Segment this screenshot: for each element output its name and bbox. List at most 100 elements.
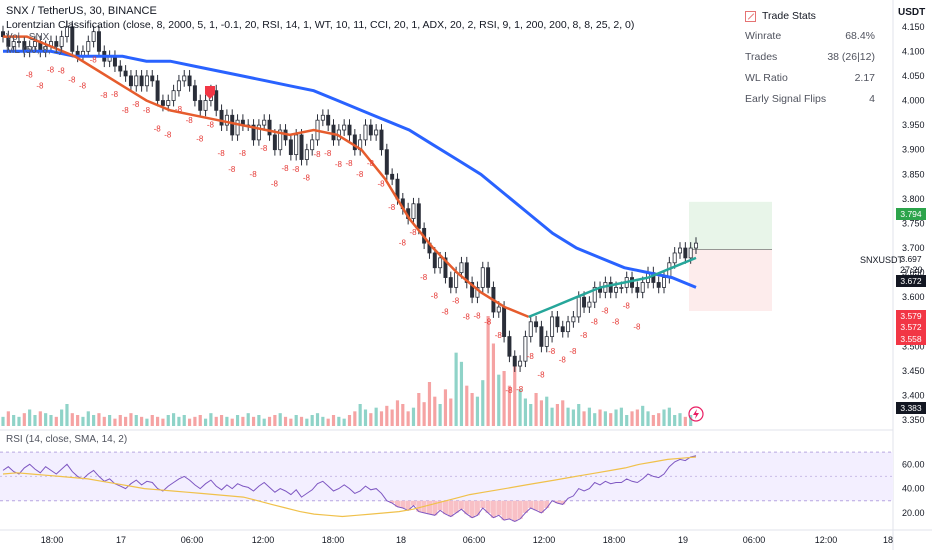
candle-body [640, 282, 645, 293]
prediction-label: -8 [420, 273, 428, 282]
volume-bar [539, 400, 543, 426]
volume-bar [406, 411, 410, 426]
candle-body [224, 114, 229, 126]
candle-body [390, 173, 395, 180]
trade-stats-title: Trade Stats [762, 10, 816, 22]
volume-bar [614, 409, 618, 426]
volume-bar [678, 413, 682, 426]
volume-bar [443, 389, 448, 426]
price-tag-bg [896, 208, 926, 220]
volume-label[interactable]: Vol · SNX [6, 32, 50, 43]
price-tag: 3.558 [896, 333, 926, 345]
prediction-label: -8 [559, 356, 567, 365]
volume-bar [385, 405, 389, 426]
prediction-label: -8 [79, 81, 87, 90]
volume-bar [187, 418, 192, 426]
x-tick-label: 12:00 [815, 535, 838, 545]
prediction-label: -8 [175, 105, 183, 114]
x-tick-label: 18:00 [322, 535, 345, 545]
candle-body [672, 252, 677, 264]
prediction-label: -8 [463, 312, 471, 321]
candle-body [123, 70, 128, 77]
candle-body [198, 100, 203, 111]
prediction-label: -8 [122, 106, 130, 115]
candle-body [512, 355, 517, 367]
volume-bar [577, 404, 581, 426]
candle-body [374, 129, 379, 136]
price-tag-value: 3.558 [900, 334, 922, 344]
volume-bar [241, 416, 245, 426]
y-tick-label: 3.850 [902, 169, 925, 179]
volume-bar [390, 409, 394, 426]
volume-bar [294, 415, 298, 426]
candle-body [379, 129, 384, 151]
prediction-label: -8 [164, 131, 172, 140]
candle-body [454, 272, 459, 288]
candle-body [11, 41, 16, 47]
prediction-label: -8 [207, 121, 215, 130]
candle-body [582, 296, 587, 308]
volume-bar [278, 413, 282, 426]
prediction-label: -8 [623, 302, 631, 311]
rsi-label[interactable]: RSI (14, close, SMA, 14, 2) [6, 434, 128, 445]
candle-body [592, 286, 597, 303]
candle-body [694, 242, 698, 249]
volume-bar [134, 415, 138, 426]
prediction-label: -8 [282, 164, 290, 173]
prediction-label: -8 [452, 297, 460, 306]
candle-body [539, 326, 544, 347]
volume-bar [534, 393, 538, 426]
candle-body [635, 286, 640, 293]
candle-body [91, 31, 96, 42]
candle-body [128, 75, 133, 87]
volume-bar [363, 409, 368, 426]
volume-bar [44, 413, 48, 426]
volume-bar [646, 411, 650, 426]
volume-bar [497, 374, 501, 426]
rsi-oversold-fill [389, 500, 566, 522]
y-tick-label: 3.900 [902, 145, 925, 155]
candle-body [443, 257, 448, 278]
x-tick-label: 18:00 [41, 535, 64, 545]
volume-bar [177, 416, 181, 426]
prediction-label: -8 [239, 149, 247, 158]
volume-bar [491, 343, 496, 426]
volume-bar [523, 398, 528, 426]
candle-body [550, 316, 555, 337]
ml-label[interactable]: ML (50, 8, 1) [6, 45, 63, 56]
y-tick-label: 3.400 [902, 391, 925, 401]
candle-body [182, 75, 187, 82]
candle-body [411, 203, 416, 219]
y-tick-label: 4.100 [902, 46, 925, 56]
prediction-label: -8 [250, 170, 258, 179]
volume-bar [331, 415, 336, 426]
volume-bar [433, 396, 437, 426]
volume-bar [593, 413, 597, 426]
candle-body [534, 321, 539, 328]
candle-body [299, 134, 304, 160]
currency-label[interactable]: USDT [898, 7, 926, 18]
alert-icon [688, 406, 704, 422]
price-tag-value: 3.383 [900, 403, 922, 413]
prediction-label: -8 [505, 386, 513, 395]
indicator-label[interactable]: Lorentzian Classification (close, 8, 200… [6, 19, 635, 31]
ma-line [3, 49, 697, 289]
stats-row-winrate: Winrate 68.4% [745, 30, 875, 42]
x-tick-label: 06:00 [181, 535, 204, 545]
prediction-label: -8 [143, 106, 151, 115]
lightning-icon [693, 409, 699, 419]
prediction-label: -8 [409, 228, 417, 237]
volume-bar [251, 416, 256, 426]
candle-body [464, 262, 469, 283]
kernel-line-bullish [528, 256, 697, 319]
candle-body [459, 262, 464, 274]
prediction-label: -8 [473, 311, 481, 320]
volume-bar [161, 418, 165, 426]
kernel-line-bearish [3, 35, 530, 319]
candle-body [288, 139, 293, 156]
volume-bar [459, 361, 464, 426]
candle-body [560, 326, 565, 333]
volume-bar [299, 416, 304, 426]
price-tag: 3.697 [896, 253, 926, 265]
